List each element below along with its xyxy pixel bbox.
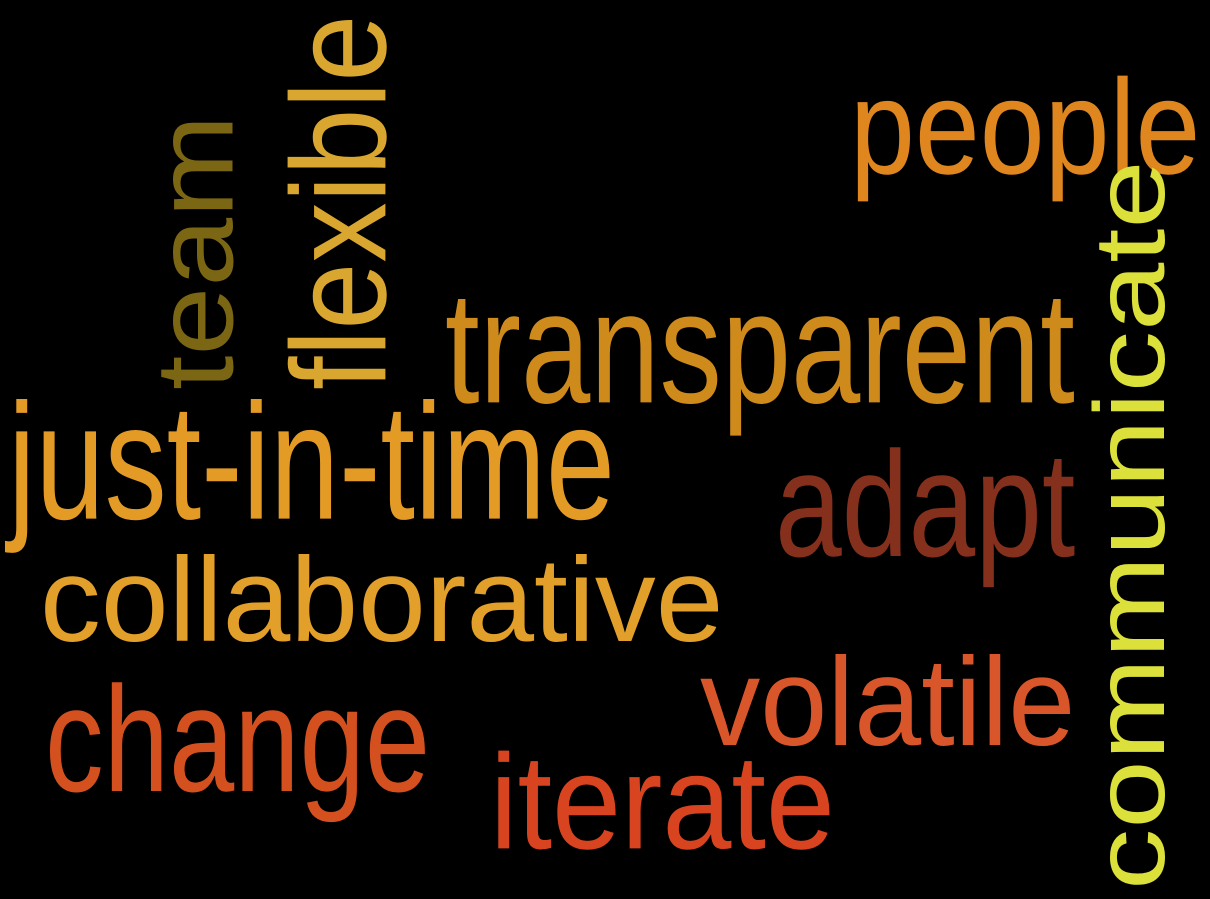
word-collaborative: collaborative xyxy=(40,532,724,668)
word-communicate: communicate xyxy=(1074,160,1186,891)
word-change: change xyxy=(45,656,431,824)
word-flexible: flexible xyxy=(263,14,416,390)
word-adapt: adapt xyxy=(775,421,1076,589)
word-just-in-time: just-in-time xyxy=(8,370,615,555)
word-transparent: transparent xyxy=(445,258,1075,438)
word-iterate: iterate xyxy=(490,726,835,879)
word-people: people xyxy=(850,51,1201,204)
word-team: team xyxy=(133,114,257,390)
word-volatile: volatile xyxy=(700,632,1076,773)
